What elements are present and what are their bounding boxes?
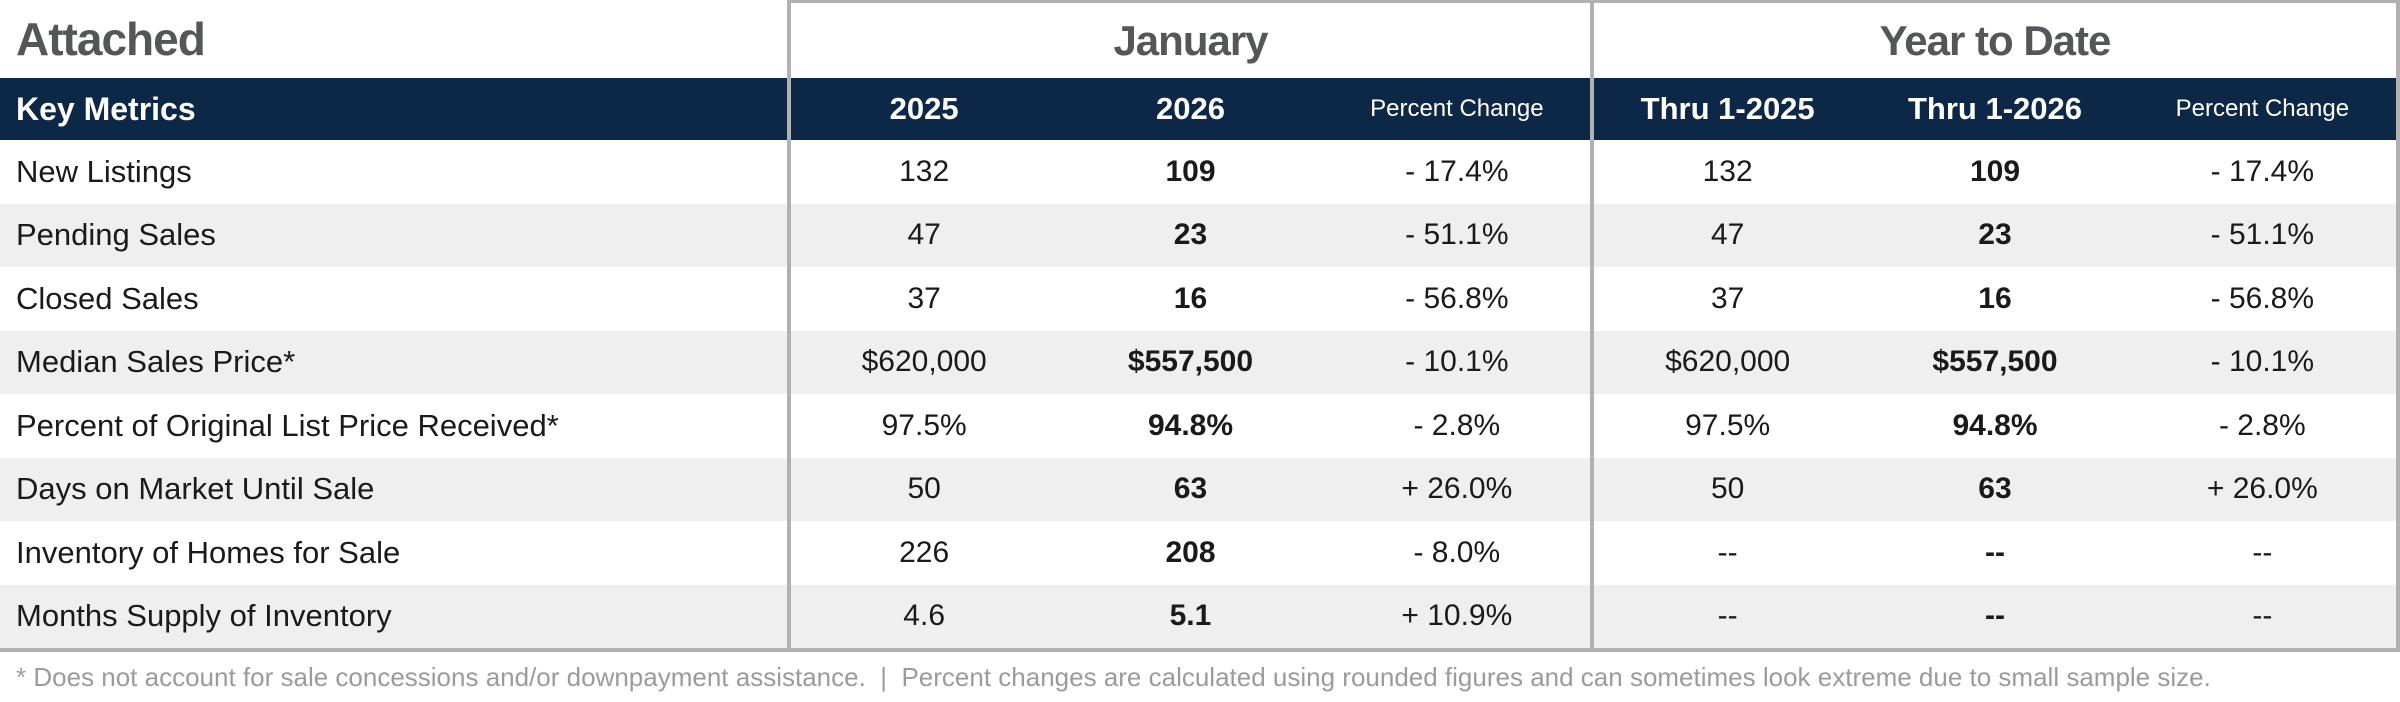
metric-label: Inventory of Homes for Sale: [16, 534, 401, 570]
cell-ytd-2026: --: [1985, 599, 2005, 633]
table-row-days-on-market: Days on Market Until Sale 50 63 + 26.0% …: [0, 457, 2400, 521]
cell-ytd-change: - 10.1%: [2210, 345, 2315, 379]
cell-ytd-2026: 94.8%: [1952, 408, 2038, 442]
cell-ytd-2025: --: [1717, 535, 1738, 569]
ytd-column-headers: Thru 1-2025 Thru 1-2026 Percent Change: [1590, 78, 2400, 140]
table-row-pending-sales: Pending Sales 47 23 - 51.1% 47 23 - 51.1…: [0, 203, 2400, 267]
cell-ytd-change: --: [2252, 599, 2273, 633]
column-header-jan-2025: 2025: [889, 91, 959, 126]
section-header-january: January: [787, 0, 1590, 78]
column-header-ytd-percent-change: Percent Change: [2175, 95, 2350, 122]
cell-ytd-change: - 51.1%: [2210, 218, 2315, 252]
cell-jan-change: - 2.8%: [1413, 408, 1501, 442]
cell-ytd-2025: 50: [1710, 472, 1745, 506]
cell-jan-change: - 17.4%: [1405, 154, 1509, 188]
footnote: * Does not account for sale concessions …: [16, 661, 2211, 692]
column-header-band: Key Metrics 2025 2026 Percent Change Thr…: [0, 78, 2400, 140]
cell-jan-2025: 4.6: [903, 599, 946, 633]
table-body: New Listings 132 109 - 17.4% 132 109 - 1…: [0, 140, 2400, 648]
cell-jan-2025: 226: [899, 535, 950, 569]
page-title: Attached: [16, 13, 206, 65]
table-row-inventory: Inventory of Homes for Sale 226 208 - 8.…: [0, 521, 2400, 585]
cell-jan-change: + 10.9%: [1401, 599, 1513, 633]
table-bottom-border: [0, 648, 2400, 652]
cell-ytd-change: - 56.8%: [2210, 281, 2315, 315]
cell-jan-2026: 63: [1173, 472, 1208, 506]
cell-jan-change: - 10.1%: [1405, 345, 1509, 379]
cell-jan-2025: 132: [899, 154, 950, 188]
key-metrics-header: Key Metrics: [16, 90, 196, 127]
cell-jan-2025: 37: [907, 281, 941, 315]
cell-ytd-2025: 132: [1702, 154, 1753, 188]
metric-label: Months Supply of Inventory: [16, 598, 392, 634]
section-header-year-to-date: Year to Date: [1590, 0, 2400, 78]
title-band: Attached January Year to Date: [0, 0, 2400, 78]
column-header-jan-2026: 2026: [1156, 91, 1225, 126]
cell-jan-2025: 97.5%: [881, 408, 967, 442]
column-header-ytd-thru-2025: Thru 1-2025: [1640, 91, 1815, 126]
metric-label: Percent of Original List Price Received*: [16, 407, 559, 443]
cell-jan-change: - 56.8%: [1405, 281, 1509, 315]
cell-ytd-change: - 2.8%: [2218, 408, 2306, 442]
cell-ytd-change: + 26.0%: [2206, 472, 2318, 506]
column-header-jan-percent-change: Percent Change: [1370, 95, 1544, 122]
cell-ytd-change: - 17.4%: [2210, 154, 2315, 188]
table-row-closed-sales: Closed Sales 37 16 - 56.8% 37 16 - 56.8%: [0, 267, 2400, 331]
table-row-pct-original-list-price: Percent of Original List Price Received*…: [0, 394, 2400, 458]
cell-ytd-2025: 37: [1710, 281, 1745, 315]
cell-ytd-2026: 16: [1978, 281, 2012, 315]
cell-ytd-2026: 63: [1978, 472, 2012, 506]
cell-jan-2025: 50: [907, 472, 941, 506]
column-header-ytd-thru-2026: Thru 1-2026: [1907, 91, 2082, 126]
metric-label: Closed Sales: [16, 280, 199, 316]
metric-label: Median Sales Price*: [16, 344, 296, 380]
metric-label: Pending Sales: [16, 217, 216, 253]
cell-jan-2026: 109: [1165, 154, 1216, 188]
title-cell: Attached: [0, 0, 787, 78]
january-column-headers: 2025 2026 Percent Change: [787, 78, 1590, 140]
cell-jan-2026: 16: [1173, 281, 1208, 315]
metric-label: Days on Market Until Sale: [16, 471, 375, 507]
cell-ytd-2025: --: [1717, 599, 1738, 633]
cell-jan-change: - 51.1%: [1405, 218, 1509, 252]
table-row-months-supply: Months Supply of Inventory 4.6 5.1 + 10.…: [0, 584, 2400, 648]
section-title-january: January: [1113, 16, 1268, 64]
cell-jan-2026: 23: [1173, 218, 1208, 252]
cell-jan-2026: 208: [1165, 535, 1216, 569]
cell-jan-2026: $557,500: [1127, 345, 1254, 379]
cell-jan-change: - 8.0%: [1413, 535, 1501, 569]
cell-ytd-2025: $620,000: [1665, 345, 1791, 379]
table-row-new-listings: New Listings 132 109 - 17.4% 132 109 - 1…: [0, 140, 2400, 204]
cell-ytd-2025: 47: [1710, 218, 1745, 252]
cell-ytd-2026: --: [1985, 535, 2005, 569]
cell-jan-2025: 47: [907, 218, 941, 252]
cell-jan-2026: 5.1: [1169, 599, 1212, 633]
cell-jan-2025: $620,000: [861, 345, 987, 379]
cell-ytd-change: --: [2252, 535, 2273, 569]
table-row-median-sales-price: Median Sales Price* $620,000 $557,500 - …: [0, 330, 2400, 394]
cell-ytd-2026: $557,500: [1932, 345, 2058, 379]
section-title-year-to-date: Year to Date: [1879, 16, 2112, 64]
cell-jan-2026: 94.8%: [1147, 408, 1234, 442]
metric-label: New Listings: [16, 153, 192, 189]
cell-ytd-2026: 23: [1978, 218, 2012, 252]
cell-jan-change: + 26.0%: [1401, 472, 1513, 506]
cell-ytd-2026: 109: [1969, 154, 2021, 188]
cell-ytd-2025: 97.5%: [1685, 408, 1771, 442]
